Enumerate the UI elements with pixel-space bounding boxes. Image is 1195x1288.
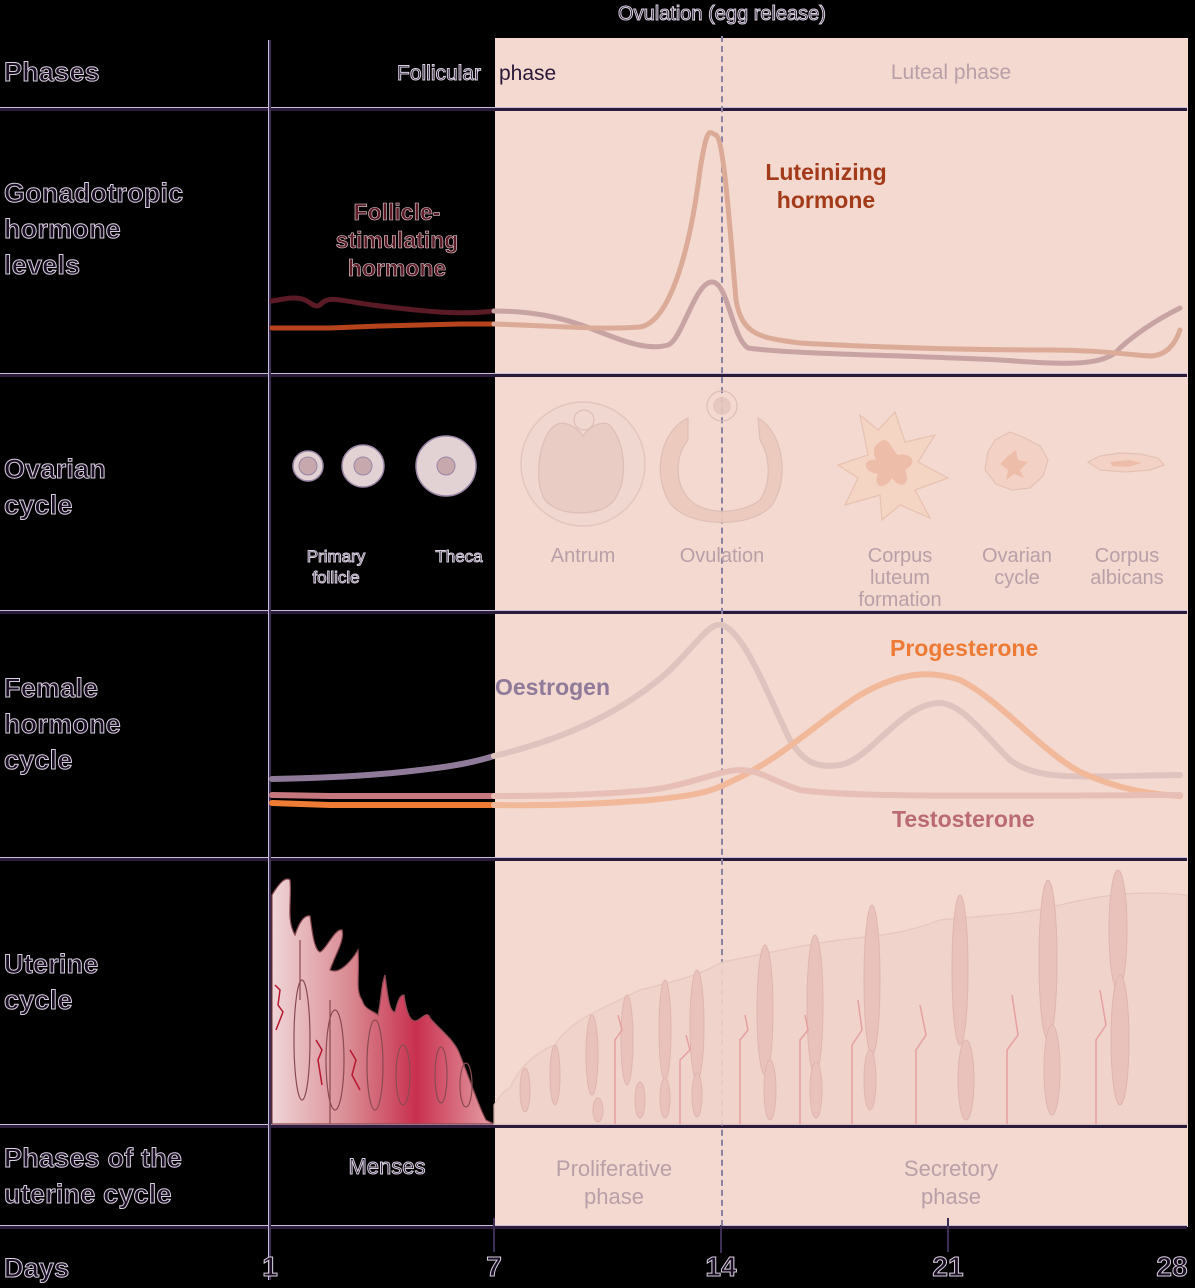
day-label-7: 7 [486,1251,503,1283]
primary-follicle-small-icon [292,450,324,482]
lh-label-line: hormone [776,187,876,213]
stage-label-line: luteum [869,567,931,589]
fsh-label: Follicle- stimulating hormone [335,198,459,282]
day-label-28: 28 [1156,1251,1188,1283]
fsh-label-line: hormone [347,255,447,282]
row-label-line: hormone [4,709,122,740]
ovarian-stage-corpus-albicans: Corpus albicans [1090,545,1163,589]
row-divider-gonadotropic [0,373,1187,377]
tick-day-21 [947,1218,949,1252]
primary-follicle-medium-icon [341,444,385,488]
ovarian-follicle-icons [292,390,1166,527]
phase-label-line: phase [921,1184,981,1209]
stage-label-line: Ovarian [981,545,1053,567]
phase-label-line: Secretory [903,1156,999,1181]
row-label-line: Ovarian [4,454,107,485]
ovarian-stage-ovulation: Ovulation [679,545,765,567]
ovarian-cycle-icon [984,431,1049,491]
ovarian-stage-theca: Theca [435,547,483,567]
row-label-line: Female [4,673,99,704]
row-label-line: cycle [4,490,73,521]
uterine-phase-secretory: Secretory phase [904,1155,998,1211]
row-label-line: uterine cycle [3,1179,172,1210]
day-label-21: 21 [932,1251,964,1283]
ovulation-label: Ovulation (egg release) [618,3,827,26]
row-label-uterine: Uterine cycle [3,946,99,1018]
days-axis-line [0,1225,1187,1229]
tick-day-7 [493,1218,495,1252]
row-label-line: Uterine [3,949,99,980]
stage-label-line: follicle [312,568,360,588]
testosterone-label: Testosterone [892,806,1035,832]
row-label-uterine-phases: Phases of the uterine cycle [3,1140,183,1212]
row-label-line: Gonadotropic [3,178,184,209]
corpus-luteum-formation-icon [836,410,950,522]
uterine-phase-proliferative: Proliferative phase [556,1155,672,1211]
phase-label-line: phase [584,1184,644,1209]
row-label-line: cycle [3,985,73,1016]
menses-endometrium-illustration [271,878,495,1125]
ovulation-follicle-icon [659,390,783,524]
row-label-phases: Phases [4,57,101,88]
stage-label-line: cycle [994,567,1040,589]
row-label-days: Days [3,1253,70,1284]
female-hormone-chart [269,621,1183,809]
row-label-gonadotropic: Gonadotropic hormone levels [3,175,184,283]
ovarian-stage-primary-follicle: Primary follicle [306,546,366,588]
phase-follicular-part-a: Follicular [396,62,482,86]
theca-follicle-icon [415,435,477,497]
phase-follicular-part-b: phase [499,62,557,85]
row-label-line: Phases of the [3,1143,183,1174]
stage-label-line: albicans [1090,567,1164,589]
uterine-phase-menses: Menses [348,1154,426,1180]
day-label-14: 14 [705,1251,737,1283]
row-divider-phases [0,107,1187,111]
tick-day-14 [720,1225,722,1253]
progesterone-label: Progesterone [890,635,1039,661]
corpus-albicans-icon [1086,452,1166,473]
phase-luteal: Luteal phase [890,61,1012,84]
lh-label-line: Luteinizing [765,159,887,185]
vertical-axis [268,40,271,1280]
row-label-line: levels [3,250,81,281]
fsh-label-line: stimulating [335,227,459,254]
ovulation-dashed-line [721,36,723,1226]
stage-label-line: Primary [306,547,366,567]
ovarian-stage-corpus-luteum-formation: Corpus luteum formation [858,545,941,611]
endometrium-regrowth-illustration [493,869,1188,1125]
oestrogen-label: Oestrogen [495,674,611,700]
stage-label-line: Corpus [1094,545,1160,567]
stage-label-line: Corpus [867,545,933,567]
gonadotropic-chart [269,130,1183,366]
lh-label: Luteinizing hormone [765,158,886,214]
stage-label-line: formation [858,589,942,611]
row-divider-female-hormone [0,857,1187,861]
row-divider-ovarian [0,610,1187,614]
antrum-follicle-icon [520,401,646,527]
row-label-ovarian: Ovarian cycle [4,451,107,523]
day-label-1: 1 [262,1251,279,1283]
fsh-label-line: Follicle- [353,199,441,226]
phase-label-line: Proliferative [555,1156,673,1181]
ovarian-stage-antrum: Antrum [550,545,616,567]
row-label-line: hormone [3,214,121,245]
row-label-female-hormone: Female hormone cycle [4,670,122,778]
row-label-line: cycle [4,745,73,776]
ovarian-stage-ovarian-cycle: Ovarian cycle [982,545,1052,589]
